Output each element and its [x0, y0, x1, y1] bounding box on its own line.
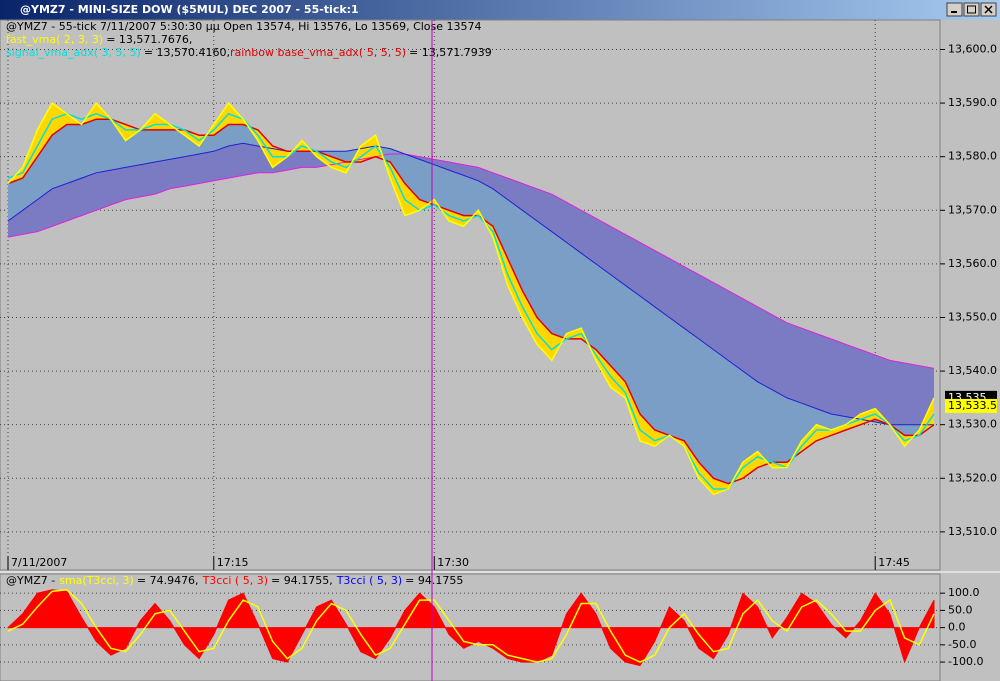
series-line: [7, 101, 935, 496]
legend-name: rainbow base_vma_adx( 5, 5, 5): [230, 46, 406, 59]
legend-name: T3cci ( 5, 3): [202, 574, 268, 587]
minimize-button[interactable]: [946, 2, 963, 17]
x-tick-label: 7/11/2007: [11, 556, 67, 569]
price-tag: [945, 398, 997, 413]
x-tick-label: 17:30: [437, 556, 469, 569]
y-tick-label: 13,580.0: [948, 150, 997, 163]
window-buttons[interactable]: [946, 2, 997, 17]
legend-readout: = 94.1755,: [271, 574, 333, 587]
legend: @YMZ7 - sma(T3cci, 3) = 74.9476, T3cci ( 5,…: [6, 574, 463, 587]
y-tick-label: 13,560.0: [948, 257, 997, 270]
price-chart: 13,510.0 13,520.0 13,530.0 13,540.0 13,550.0…: [0, 20, 997, 570]
legend-name: T3cci ( 5, 3): [336, 574, 402, 587]
chart-header: @YMZ7 -: [6, 574, 55, 587]
series-line: [7, 118, 935, 485]
legend-readout: = 13,571.7939: [409, 46, 492, 59]
x-tick-label: 17:15: [217, 556, 249, 569]
legend-readout: = 94.1755: [405, 574, 463, 587]
legend-name: fast_vma( 2, 3, 3): [6, 33, 103, 46]
sma-line: [7, 588, 935, 663]
y-tick-label: 50.0: [948, 603, 973, 616]
window-title: @YMZ7 - MINI-SIZE DOW ($5MUL) DEC 2007 -…: [20, 3, 359, 16]
title-bar: [0, 0, 1000, 20]
legend: fast_vma( 2, 3, 3) = 13,571.7676,: [6, 33, 192, 46]
maximize-button[interactable]: [963, 2, 980, 17]
x-tick-label: 17:45: [878, 556, 910, 569]
y-tick-label: 13,600.0: [948, 42, 997, 55]
y-tick-label: 13,540.0: [948, 364, 997, 377]
maximize-icon: [967, 5, 976, 14]
y-tick-label: 0.0: [948, 621, 966, 634]
price-panel: [0, 19, 941, 571]
legend-name: sma(T3cci, 3): [59, 574, 134, 587]
legend-readout: = 13,570.4160,: [144, 46, 230, 59]
y-tick-label: 13,570.0: [948, 203, 997, 216]
band-line: [7, 153, 935, 369]
legend-readout: = 74.9476,: [137, 574, 199, 587]
legend-readout: = 13,571.7676,: [106, 33, 192, 46]
band-fill: [8, 143, 934, 425]
y-tick-label: 13,550.0: [948, 310, 997, 323]
legend-name: signal_vma_adx( 3, 5, 5): [6, 46, 141, 59]
y-tick-label: 100.0: [948, 586, 980, 599]
oscillator-chart: 100.0 50.0 0.0 -50.0 -100.0 @YMZ7 - sma(T3cci,…: [0, 574, 983, 668]
price-tag-label: 13,533.5: [948, 399, 997, 412]
chart-header: @YMZ7 - 55-tick 7/11/2007 5:30:30 μμ Ope…: [6, 20, 482, 33]
y-tick-label: 13,590.0: [948, 96, 997, 109]
y-tick-label: 13,510.0: [948, 525, 997, 538]
legend: signal_vma_adx( 3, 5, 5) = 13,570.4160,ra…: [6, 46, 492, 59]
y-tick-label: -100.0: [948, 655, 983, 668]
close-icon: [984, 5, 993, 14]
y-tick-label: 13,530.0: [948, 418, 997, 431]
band-line: [7, 142, 934, 426]
cci-area: [7, 589, 935, 667]
y-tick-label: -50.0: [948, 638, 976, 651]
band-fill: [8, 119, 934, 484]
y-tick-label: 13,520.0: [948, 471, 997, 484]
